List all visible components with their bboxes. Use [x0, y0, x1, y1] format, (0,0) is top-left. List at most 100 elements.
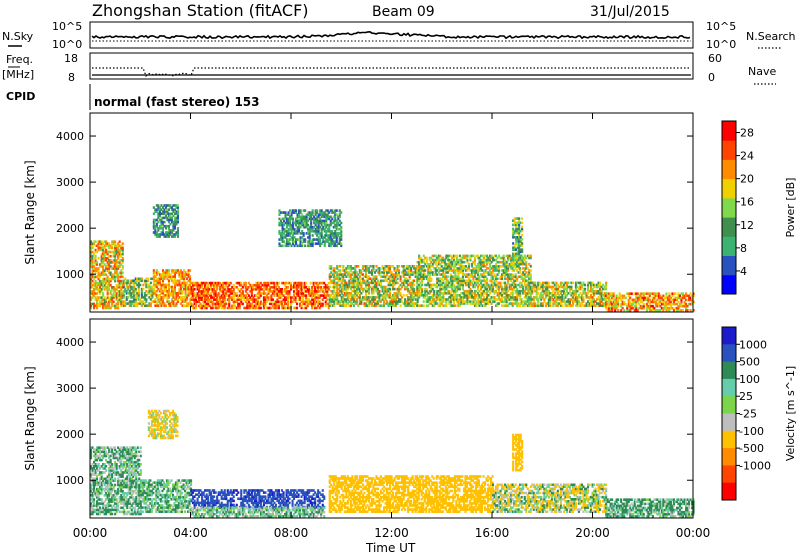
heatmap-cell [264, 288, 267, 291]
heatmap-cell [328, 277, 331, 281]
heatmap-cell [349, 275, 352, 278]
heatmap-cell [115, 294, 118, 297]
heatmap-cell [281, 225, 284, 229]
heatmap-cell [600, 300, 603, 303]
heatmap-cell [436, 292, 439, 295]
heatmap-cell [303, 302, 306, 306]
heatmap-cell [241, 296, 244, 299]
heatmap-cell [363, 281, 366, 285]
heatmap-cell [265, 288, 269, 291]
heatmap-cell [290, 244, 293, 248]
heatmap-cell [140, 287, 143, 291]
heatmap-cell [308, 242, 311, 245]
heatmap-cell [574, 300, 578, 303]
heatmap-cell [259, 281, 262, 285]
heatmap-cell [342, 269, 345, 272]
heatmap-cell [91, 259, 94, 262]
heatmap-cell [305, 281, 308, 285]
heatmap-cell [454, 287, 457, 291]
heatmap-cell [639, 294, 642, 298]
heatmap-cell [149, 302, 152, 305]
heatmap-cell [487, 267, 490, 270]
heatmap-cell [172, 210, 175, 213]
heatmap-cell [644, 292, 647, 295]
heatmap-cell [507, 279, 510, 283]
heatmap-cell [160, 224, 163, 228]
heatmap-cell [270, 306, 273, 310]
heatmap-cell [317, 286, 320, 289]
heatmap-cell [118, 281, 121, 285]
heatmap-cell [262, 283, 266, 287]
heatmap-cell [469, 269, 472, 272]
heatmap-cell [288, 290, 291, 293]
heatmap-cell [293, 221, 296, 225]
heatmap-cell [457, 273, 460, 276]
heatmap-cell [534, 304, 537, 307]
heatmap-cell [318, 300, 321, 304]
heatmap-cell [677, 306, 680, 310]
heatmap-cell [354, 269, 357, 272]
heatmap-cell [559, 289, 562, 293]
heatmap-cell [585, 296, 588, 299]
heatmap-cell [555, 287, 558, 291]
heatmap-cell [421, 283, 424, 287]
heatmap-cell [430, 285, 433, 289]
heatmap-cell [155, 289, 158, 293]
heatmap-cell [449, 254, 452, 258]
heatmap-cell [473, 269, 477, 272]
heatmap-cell [189, 298, 192, 301]
heatmap-cell [157, 281, 160, 285]
heatmap-cell [651, 306, 654, 310]
heatmap-cell [343, 279, 346, 283]
heatmap-cell [373, 296, 377, 299]
heatmap-cell [413, 302, 416, 305]
heatmap-cell [223, 288, 226, 291]
heatmap-cell [163, 224, 166, 228]
heatmap-cell [160, 296, 163, 299]
heatmap-cell [559, 283, 562, 287]
heatmap-cell [492, 256, 495, 260]
heatmap-cell [437, 298, 440, 301]
heatmap-cell [352, 271, 355, 274]
heatmap-cell [528, 262, 531, 266]
heatmap-cell [407, 298, 410, 301]
heatmap-cell [446, 289, 449, 293]
heatmap-cell [166, 273, 169, 276]
heatmap-cell [157, 279, 160, 283]
heatmap-cell [228, 290, 231, 293]
heatmap-cell [155, 208, 158, 211]
heatmap-cell [244, 283, 247, 287]
heatmap-cell [404, 271, 407, 274]
heatmap-cell [600, 285, 603, 289]
heatmap-cell [169, 275, 172, 278]
heatmap-cell [627, 292, 630, 295]
heatmap-cell [297, 294, 300, 297]
heatmap-cell [305, 304, 308, 308]
heatmap-cell [183, 283, 186, 287]
heatmap-cell [375, 265, 378, 268]
heatmap-cell [121, 246, 124, 250]
heatmap-cell [495, 283, 498, 287]
heatmap-cell [167, 224, 171, 228]
heatmap-cell [115, 273, 118, 277]
heatmap-cell [490, 287, 493, 291]
heatmap-cell [669, 306, 673, 310]
heatmap-cell [268, 306, 272, 310]
heatmap-cell [290, 227, 293, 231]
heatmap-cell [124, 302, 127, 305]
heatmap-cell [90, 246, 93, 250]
heatmap-cell [375, 300, 378, 303]
heatmap-cell [176, 235, 180, 238]
heatmap-cell [232, 298, 235, 301]
heatmap-cell [120, 254, 123, 258]
heatmap-cell [93, 283, 96, 287]
heatmap-cell [478, 277, 481, 281]
heatmap-cell [478, 296, 481, 299]
heatmap-cell [306, 290, 309, 293]
heatmap-cell [469, 287, 472, 291]
heatmap-cell [657, 294, 660, 298]
heatmap-cell [361, 281, 365, 285]
heatmap-cell [122, 279, 125, 283]
heatmap-cell [164, 233, 168, 236]
heatmap-cell [90, 283, 93, 287]
